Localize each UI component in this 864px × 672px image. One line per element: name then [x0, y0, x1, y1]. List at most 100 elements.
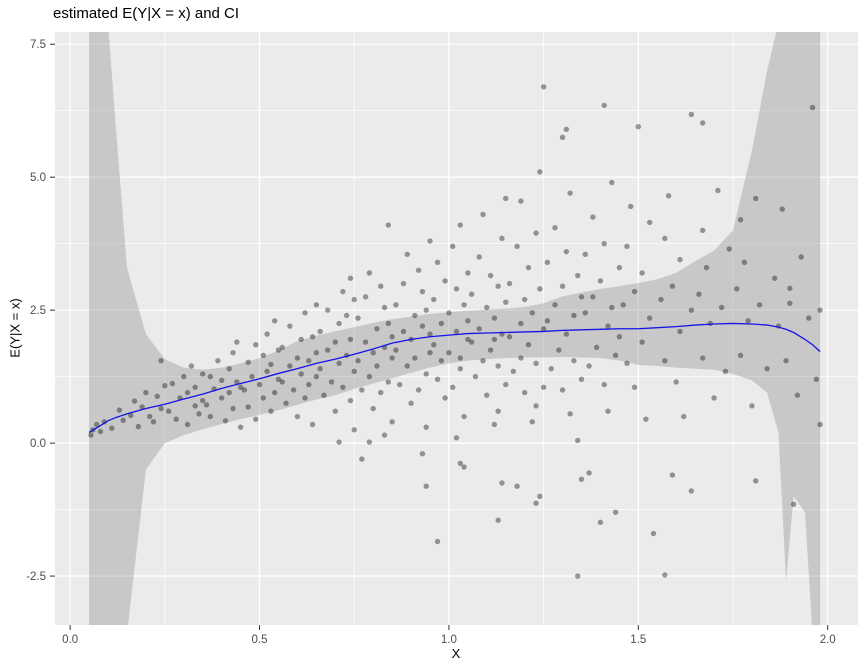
data-point — [711, 395, 717, 401]
data-point — [158, 357, 164, 364]
data-point — [298, 371, 304, 377]
data-point — [404, 251, 410, 258]
data-point — [533, 403, 539, 409]
data-point — [639, 339, 645, 345]
data-point — [226, 365, 232, 372]
data-point — [753, 478, 759, 484]
data-point — [419, 288, 426, 295]
data-point — [540, 384, 547, 390]
data-point — [631, 288, 638, 295]
data-point — [646, 315, 653, 321]
data-point — [491, 336, 498, 343]
data-point — [389, 334, 395, 340]
data-point — [639, 270, 645, 276]
data-point — [340, 384, 346, 390]
data-point — [131, 398, 138, 404]
data-point — [631, 384, 638, 390]
data-point — [158, 405, 164, 412]
data-point — [457, 355, 463, 361]
data-point — [381, 304, 388, 311]
data-point — [552, 302, 558, 308]
data-point — [620, 302, 626, 308]
data-point — [366, 439, 373, 445]
x-tick-label: 0.5 — [252, 634, 268, 646]
data-point — [362, 294, 369, 300]
data-point — [628, 203, 634, 210]
data-point — [544, 318, 551, 324]
data-point — [612, 352, 619, 359]
data-point — [495, 363, 501, 369]
data-point — [446, 310, 452, 316]
data-point — [537, 493, 543, 499]
data-point — [393, 302, 399, 308]
data-point — [681, 413, 687, 420]
data-point — [605, 323, 611, 329]
data-point — [306, 357, 312, 364]
data-point — [468, 339, 475, 345]
data-point — [442, 278, 448, 284]
data-point — [499, 480, 505, 486]
data-point — [575, 272, 581, 279]
ci-band — [89, 32, 821, 625]
points-layer — [88, 84, 823, 579]
data-point — [540, 84, 547, 90]
data-point — [491, 315, 498, 321]
data-point — [556, 347, 562, 353]
gridlines — [55, 32, 858, 625]
data-point — [423, 483, 429, 489]
data-point — [253, 416, 259, 422]
data-point — [381, 432, 388, 438]
data-point — [503, 299, 509, 305]
data-point — [268, 408, 274, 414]
data-point — [813, 376, 820, 382]
data-point — [734, 286, 740, 292]
data-point — [461, 302, 467, 308]
data-point — [677, 328, 683, 335]
data-point — [434, 538, 441, 545]
data-point — [662, 235, 668, 242]
data-point — [794, 392, 801, 398]
data-point — [434, 259, 441, 265]
data-point — [366, 270, 373, 276]
data-point — [578, 476, 585, 482]
data-point — [343, 312, 350, 319]
data-point — [302, 310, 308, 316]
data-point — [234, 339, 240, 345]
data-point — [465, 318, 471, 324]
data-point — [419, 451, 426, 457]
data-point — [487, 347, 494, 353]
data-point — [188, 363, 195, 369]
data-point — [336, 320, 342, 327]
data-point — [215, 357, 221, 364]
data-point — [408, 400, 414, 406]
data-point — [718, 304, 725, 311]
data-point — [480, 357, 486, 364]
data-point — [597, 519, 604, 526]
data-point — [366, 373, 373, 380]
data-point — [563, 126, 570, 133]
data-point — [283, 400, 289, 406]
data-point — [809, 104, 816, 111]
x-tick-label: 1.5 — [630, 634, 646, 646]
data-point — [624, 360, 630, 367]
data-point — [154, 393, 160, 400]
data-point — [575, 437, 581, 444]
x-axis-title: X — [451, 646, 461, 661]
data-point — [378, 389, 384, 396]
data-point — [268, 361, 274, 368]
data-point — [237, 424, 244, 430]
data-point — [696, 291, 702, 297]
data-point — [359, 456, 365, 462]
data-point — [779, 206, 785, 212]
data-point — [658, 296, 664, 303]
data-point — [359, 387, 365, 393]
panel-background — [55, 32, 858, 625]
data-point — [150, 419, 157, 425]
data-point — [271, 389, 278, 396]
data-point — [476, 254, 482, 260]
data-point — [499, 235, 505, 242]
data-point — [787, 285, 793, 292]
data-point — [533, 360, 539, 367]
data-point — [271, 318, 278, 324]
